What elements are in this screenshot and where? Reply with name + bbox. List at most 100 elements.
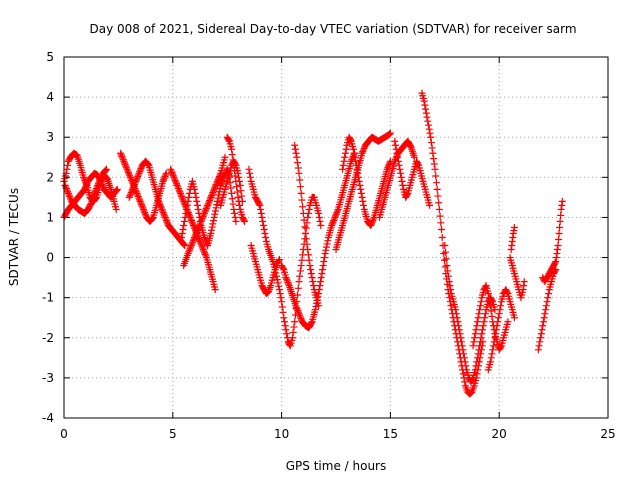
data-point [294,307,302,315]
data-point [556,217,564,225]
data-point [294,159,302,167]
data-point [169,170,177,178]
data-point [456,330,464,338]
data-point [368,218,376,226]
data-point [474,314,482,322]
data-point [231,213,239,221]
data-point [299,203,307,211]
y-tick-label: 3 [46,130,54,144]
data-point [221,153,229,161]
data-point [184,250,192,258]
data-point [289,328,297,336]
data-point [342,145,350,153]
data-point [293,305,301,313]
data-point [282,274,290,282]
data-point [171,177,179,185]
data-point [95,178,103,186]
data-point [386,130,394,138]
data-point [303,240,311,248]
data-point [144,160,152,168]
data-series-s16 [339,133,394,229]
data-point [209,189,217,197]
data-point [473,322,481,330]
data-point [210,213,218,221]
data-point [476,342,484,350]
data-point [180,221,188,229]
data-point [159,207,167,215]
data-point [276,290,284,298]
data-point [136,196,144,204]
y-tick-label: 5 [46,50,54,64]
data-point [190,223,198,231]
data-point [128,187,136,195]
data-point [130,182,138,190]
data-point [180,241,188,249]
data-point [261,229,269,237]
data-series-s8 [180,153,229,270]
data-series-s12 [247,242,283,298]
data-point [81,184,89,192]
data-point [424,117,432,125]
data-point [197,241,205,249]
data-point [459,370,467,378]
data-point [297,189,305,197]
data-point [198,216,206,224]
data-point [433,185,441,193]
data-point [172,180,180,188]
data-point [300,216,308,224]
data-point [296,176,304,184]
data-point [319,266,327,274]
data-point [127,190,135,198]
data-point [471,330,479,338]
data-point [447,286,455,294]
data-point [316,282,324,290]
data-point [134,193,142,201]
data-point [347,136,355,144]
data-point [534,346,542,354]
data-point [317,278,325,286]
data-point [160,174,168,182]
data-point [330,215,338,223]
data-point [349,152,357,160]
data-point [477,298,485,306]
data-point [304,251,312,259]
data-point [446,282,454,290]
data-point [487,354,495,362]
data-point [211,286,219,294]
data-point [204,201,212,209]
data-point [537,334,545,342]
data-point [168,169,176,177]
data-point [497,302,505,310]
data-point [318,270,326,278]
data-point [396,165,404,173]
data-point [160,176,168,184]
data-point [275,257,283,265]
data-point [169,172,177,180]
data-point [510,223,518,231]
data-series-s15 [332,129,394,254]
data-point [66,194,74,202]
data-point [245,165,253,173]
data-point [297,315,305,323]
data-point [176,188,184,196]
data-point [159,209,167,217]
data-point [539,322,547,330]
data-point [132,177,140,185]
data-point [236,177,244,185]
data-point [452,310,460,318]
data-point [445,278,453,286]
data-point [211,182,219,190]
data-point [96,177,104,185]
data-point [480,318,488,326]
data-point [193,201,201,209]
data-point [139,205,147,213]
data-point [292,149,300,157]
data-point [291,145,299,153]
data-point [197,239,205,247]
data-point [294,308,302,316]
data-point [495,310,503,318]
data-point [275,282,283,290]
data-point [322,243,330,251]
data-point [257,205,265,213]
data-point [472,326,480,334]
